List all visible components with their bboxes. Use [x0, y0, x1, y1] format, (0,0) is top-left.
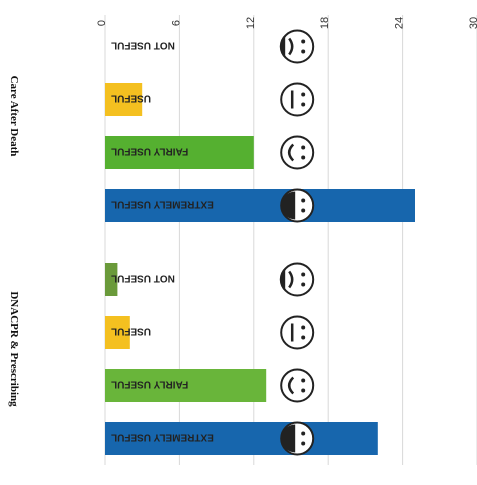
x-tick-label: 12: [245, 17, 257, 29]
face-eye: [301, 93, 305, 97]
face-eye: [301, 442, 305, 446]
category-label: FAIRLY USEFUL: [111, 379, 188, 390]
category-label: EXTREMELY USEFUL: [111, 432, 214, 443]
x-tick-label: 24: [394, 17, 406, 29]
category-label: NOT USEFUL: [111, 40, 175, 51]
face-eye: [301, 389, 305, 393]
category-label: USEFUL: [111, 93, 151, 104]
face-outline: [281, 31, 313, 63]
category-label: FAIRLY USEFUL: [111, 146, 188, 157]
face-eye: [301, 156, 305, 160]
face-eye: [301, 103, 305, 107]
face-eye: [301, 50, 305, 54]
x-tick-label: 0: [96, 20, 108, 26]
x-tick-label: 18: [319, 17, 331, 29]
group-label: Care After Death: [8, 76, 20, 157]
face-outline: [281, 264, 313, 296]
neutral-face-icon: [281, 317, 313, 349]
face-outline: [281, 317, 313, 349]
very-happy-face-icon: [281, 190, 313, 222]
face-eye: [301, 326, 305, 330]
happy-face-icon: [281, 370, 313, 402]
category-label: EXTREMELY USEFUL: [111, 199, 214, 210]
face-eye: [301, 209, 305, 213]
happy-face-icon: [281, 137, 313, 169]
category-label: USEFUL: [111, 326, 151, 337]
face-outline: [281, 84, 313, 116]
face-eye: [301, 40, 305, 44]
neutral-face-icon: [281, 84, 313, 116]
category-label: NOT USEFUL: [111, 273, 175, 284]
face-fill: [280, 268, 285, 292]
sad-face-icon: [280, 264, 313, 296]
face-eye: [301, 199, 305, 203]
face-eye: [301, 432, 305, 436]
group-label: DNACPR & Prescribing: [8, 291, 20, 407]
face-eye: [301, 283, 305, 287]
face-eye: [301, 273, 305, 277]
very-happy-face-icon: [281, 423, 313, 455]
face-eye: [301, 336, 305, 340]
face-outline: [281, 370, 313, 402]
x-tick-label: 30: [468, 17, 477, 29]
face-fill: [280, 35, 285, 59]
sad-face-icon: [280, 31, 313, 63]
face-eye: [301, 146, 305, 150]
face-outline: [281, 137, 313, 169]
x-tick-label: 6: [170, 20, 182, 26]
face-eye: [301, 379, 305, 383]
